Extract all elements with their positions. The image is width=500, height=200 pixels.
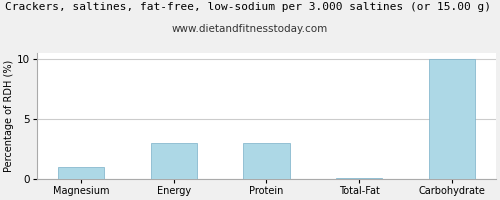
Bar xyxy=(244,143,290,179)
Bar xyxy=(150,143,197,179)
Bar xyxy=(58,167,104,179)
Text: www.dietandfitnesstoday.com: www.dietandfitnesstoday.com xyxy=(172,24,328,34)
Bar xyxy=(428,59,475,179)
Y-axis label: Percentage of RDH (%): Percentage of RDH (%) xyxy=(4,60,14,172)
Bar xyxy=(336,178,382,179)
Text: Crackers, saltines, fat-free, low-sodium per 3.000 saltines (or 15.00 g): Crackers, saltines, fat-free, low-sodium… xyxy=(5,2,491,12)
